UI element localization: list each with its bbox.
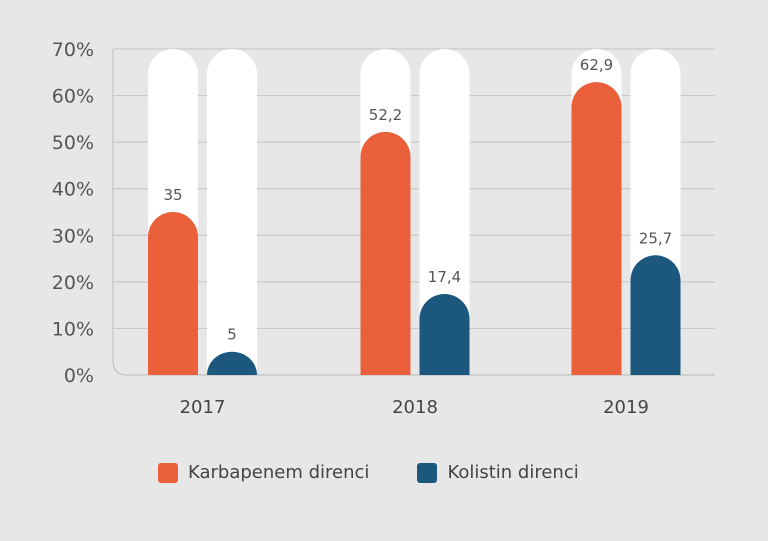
- bar-chart: 0% 10% 20% 30% 40% 50% 60% 70% 35 5 52,2 17,4 62,9 2…: [52, 39, 715, 418]
- data-label: 5: [227, 326, 237, 344]
- bar-track: [419, 49, 470, 375]
- bar-2019-kolistin: [630, 255, 681, 375]
- x-tick-label: 2018: [392, 397, 438, 418]
- legend: Karbapenem direnci Kolistin direnci: [158, 462, 627, 483]
- gridlines: [112, 48, 715, 376]
- y-tick-label: 70%: [52, 39, 94, 61]
- y-tick-label: 20%: [52, 272, 94, 294]
- bar-2017-karbapenem: [148, 212, 198, 375]
- bars: 35 5 52,2 17,4 62,9 25,7: [148, 49, 681, 376]
- bar-2018-kolistin: [419, 293, 470, 375]
- data-label: 62,9: [580, 56, 613, 74]
- y-tick-label: 30%: [52, 225, 94, 247]
- legend-swatch-blue: [417, 462, 438, 483]
- y-axis-ticks: 0% 10% 20% 30% 40% 50% 60% 70%: [52, 39, 94, 387]
- y-tick-label: 40%: [52, 179, 94, 201]
- legend-label: Karbapenem direnci: [188, 462, 370, 483]
- legend-swatch-orange: [158, 462, 178, 483]
- data-label: 25,7: [639, 229, 672, 247]
- bar-2019-karbapenem: [571, 82, 622, 376]
- y-tick-label: 10%: [52, 318, 94, 340]
- data-label: 17,4: [428, 268, 461, 286]
- x-axis-ticks: 2017 2018 2019: [180, 397, 649, 418]
- bar-2017-kolistin: [207, 351, 257, 375]
- bar-2018-karbapenem: [360, 131, 411, 375]
- x-tick-label: 2019: [603, 397, 649, 418]
- x-tick-label: 2017: [180, 397, 226, 418]
- y-tick-label: 0%: [64, 365, 94, 387]
- legend-label: Kolistin direnci: [447, 462, 579, 483]
- legend-item-kolistin: Kolistin direnci: [417, 462, 579, 483]
- y-tick-label: 50%: [52, 132, 94, 154]
- data-label: 52,2: [369, 106, 402, 124]
- y-tick-label: 60%: [52, 86, 94, 108]
- axis-frame: [112, 49, 715, 376]
- data-label: 35: [163, 186, 182, 204]
- legend-item-karbapenem: Karbapenem direnci: [158, 462, 369, 483]
- bar-track: [207, 49, 257, 375]
